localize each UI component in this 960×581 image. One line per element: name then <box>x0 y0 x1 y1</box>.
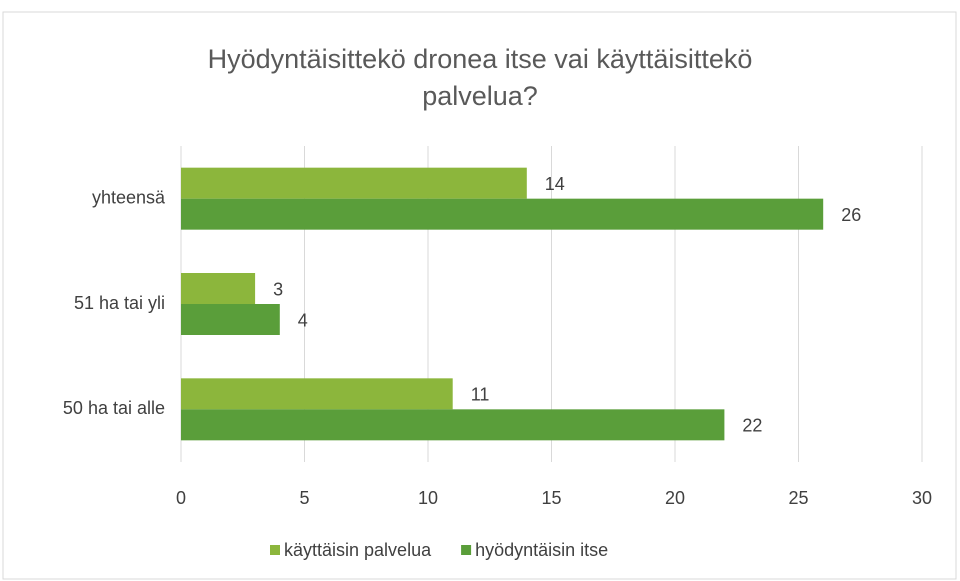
x-tick-label: 15 <box>541 488 561 508</box>
legend-label: käyttäisin palvelua <box>284 540 432 560</box>
legend-swatch <box>270 545 280 555</box>
x-tick-label: 30 <box>912 488 932 508</box>
data-label: 3 <box>273 279 283 299</box>
data-label: 14 <box>545 174 565 194</box>
legend-label: hyödyntäisin itse <box>475 540 608 560</box>
y-tick-label: yhteensä <box>92 187 166 207</box>
bar <box>181 409 725 441</box>
bar <box>181 273 256 304</box>
x-tick-label: 25 <box>788 488 808 508</box>
x-tick-label: 5 <box>299 488 309 508</box>
data-label: 22 <box>742 416 762 436</box>
bar <box>181 378 453 410</box>
bar <box>181 198 824 230</box>
data-label: 11 <box>471 385 490 405</box>
legend-swatch <box>461 545 472 555</box>
y-tick-label: 50 ha tai alle <box>63 398 165 418</box>
bar <box>181 167 527 199</box>
chart-border <box>2 11 957 580</box>
chart-title: palvelua? <box>422 81 538 111</box>
bar <box>181 304 280 335</box>
x-tick-label: 10 <box>418 488 438 508</box>
x-tick-label: 0 <box>176 488 186 508</box>
chart-title: Hyödyntäisittekö dronea itse vai käyttäi… <box>208 44 753 74</box>
y-tick-label: 51 ha tai yli <box>74 293 165 313</box>
data-label: 26 <box>841 205 861 225</box>
data-label: 4 <box>298 310 308 330</box>
x-tick-label: 20 <box>665 488 685 508</box>
